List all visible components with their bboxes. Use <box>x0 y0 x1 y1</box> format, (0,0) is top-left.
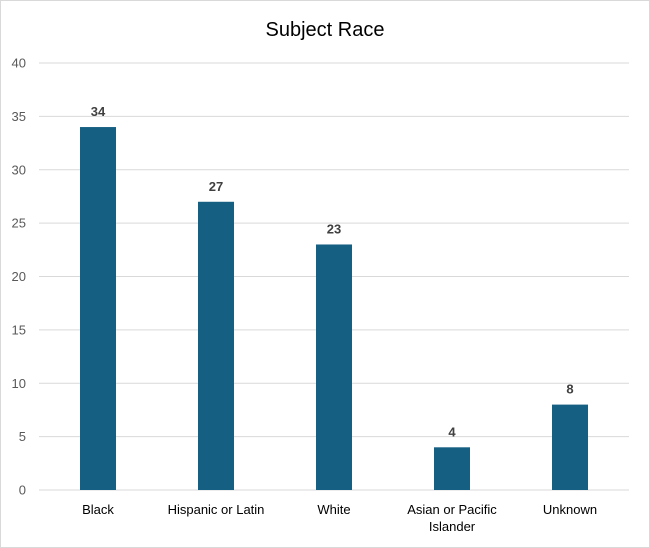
x-tick-label: Asian or Pacific <box>407 502 497 517</box>
x-tick-label: Black <box>82 502 114 517</box>
data-labels: 34 27 23 4 8 <box>91 104 574 439</box>
y-tick-label: 25 <box>12 216 26 231</box>
y-tick-label: 40 <box>12 56 26 71</box>
x-axis-category-labels: Black Hispanic or Latin White Asian or Paci… <box>82 502 597 534</box>
x-tick-label: Hispanic or Latin <box>168 502 265 517</box>
y-tick-label: 15 <box>12 322 26 337</box>
y-axis-tick-labels: 0 5 10 15 20 25 30 35 40 <box>12 56 26 498</box>
data-label: 8 <box>566 382 573 397</box>
data-label: 34 <box>91 104 106 119</box>
x-tick-label: White <box>317 502 350 517</box>
x-tick-label: Islander <box>429 519 476 534</box>
y-tick-label: 10 <box>12 376 26 391</box>
bar <box>80 127 116 491</box>
bar <box>316 244 352 490</box>
bar <box>434 447 470 490</box>
y-tick-label: 30 <box>12 162 26 177</box>
x-tick-label: Unknown <box>543 502 597 517</box>
bar <box>552 404 588 490</box>
y-tick-label: 20 <box>12 269 26 284</box>
bar <box>198 201 234 490</box>
y-tick-label: 5 <box>19 429 26 444</box>
chart-title: Subject Race <box>266 19 385 41</box>
data-label: 4 <box>448 424 456 439</box>
y-tick-label: 35 <box>12 109 26 124</box>
bars <box>80 127 588 491</box>
data-label: 23 <box>327 221 341 236</box>
y-tick-label: 0 <box>19 483 26 498</box>
data-label: 27 <box>209 179 223 194</box>
